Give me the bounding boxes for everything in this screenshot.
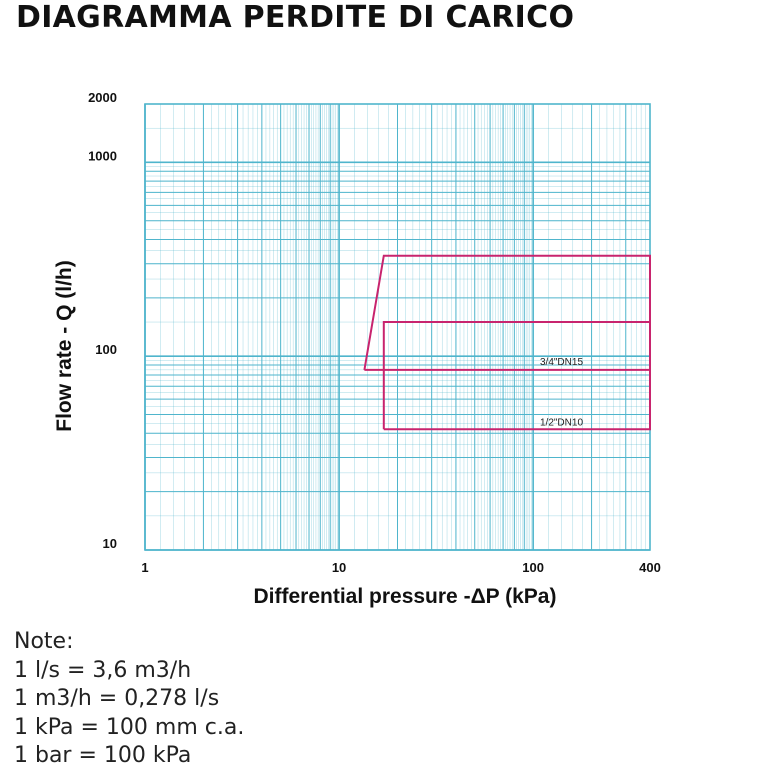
y-tick-label: 1000 — [88, 148, 117, 163]
note-line: 1 kPa = 100 mm c.a. — [14, 714, 245, 740]
note-line: 1 bar = 100 kPa — [14, 743, 192, 768]
note-line: 1 l/s = 3,6 m3/h — [14, 657, 192, 683]
y-tick-label: 100 — [95, 342, 117, 357]
grid-major — [144, 103, 651, 551]
y-tick-label: 10 — [103, 536, 117, 551]
notes-heading: Note: — [14, 629, 74, 654]
note-line: 1 m3/h = 0,278 l/s — [14, 686, 220, 711]
curve-line — [363, 254, 651, 371]
notes: Note: 1 l/s = 3,6 m3/h 1 m3/h = 0,278 l/… — [14, 628, 244, 771]
x-tick-label: 400 — [639, 560, 661, 575]
x-tick-label: 100 — [522, 560, 544, 575]
x-axis-title: Differential pressure -ΔP (kPa) — [254, 585, 557, 608]
curve-label: 1/2"DN10 — [540, 417, 583, 428]
page-title: DIAGRAMMA PERDITE DI CARICO — [16, 0, 575, 35]
pressure-loss-chart: 3/4"DN15 1/2"DN10 1 10 100 400 10 100 1000 2000 … — [53, 90, 661, 608]
curve-label: 3/4"DN15 — [540, 357, 583, 368]
tick-layer: 1 10 100 400 10 100 1000 2000 — [88, 90, 661, 575]
x-tick-label: 1 — [141, 560, 148, 575]
x-tick-label: 10 — [332, 560, 346, 575]
curve-line — [382, 321, 651, 431]
series-layer: 3/4"DN15 1/2"DN10 — [363, 254, 651, 431]
y-tick-label: 2000 — [88, 90, 117, 105]
y-axis-title: Flow rate - Q (l/h) — [53, 260, 76, 432]
